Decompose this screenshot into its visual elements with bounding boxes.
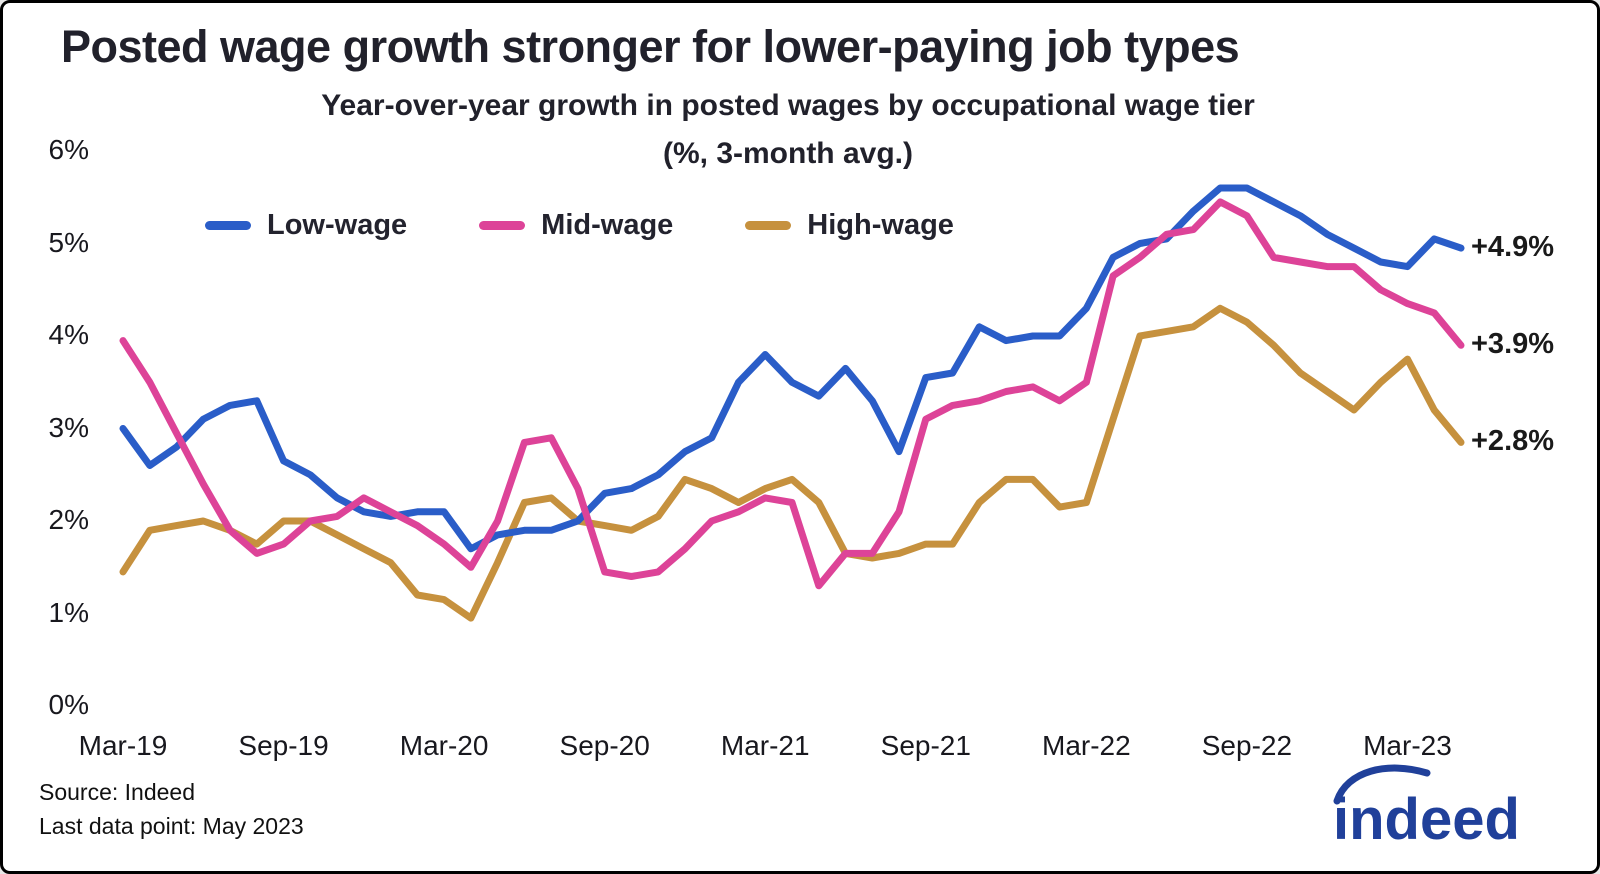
end-label-mid-wage: +3.9% (1471, 328, 1555, 361)
last-data-point-text: Last data point: May 2023 (39, 813, 304, 839)
legend-label-low-wage: Low-wage (267, 209, 408, 241)
y-axis-label-6: 6% (48, 134, 89, 165)
end-label-high-wage: +2.8% (1471, 425, 1555, 458)
mid-wage-swatch-icon (479, 221, 526, 230)
end-label-low-wage: +4.9% (1471, 231, 1555, 264)
legend-label-high-wage: High-wage (807, 209, 954, 241)
chart-subtitle-line2: (%, 3-month avg.) (662, 137, 913, 170)
legend: Low-wage Mid-wage High-wage (205, 209, 954, 242)
legend-item-high-wage: High-wage (745, 209, 954, 242)
y-axis-label-0: 0% (48, 689, 89, 720)
indeed-logo-swoosh-icon (1333, 764, 1431, 805)
y-axis-label-2: 2% (48, 504, 89, 535)
x-axis-label-mar-21: Mar-21 (720, 730, 810, 761)
low-wage-swatch-icon (205, 221, 251, 230)
source-text: Source: Indeed (39, 779, 196, 805)
y-axis-label-3: 3% (48, 411, 89, 443)
y-axis-label-1: 1% (48, 596, 89, 628)
line-chart-plot-area (119, 184, 1465, 622)
line-high-wage (119, 304, 1465, 622)
legend-label-mid-wage: Mid-wage (541, 209, 674, 241)
legend-item-low-wage: Low-wage (205, 209, 407, 242)
x-axis-label-mar-19: Mar-19 (78, 730, 168, 761)
x-axis-label-sep-21: Sep-21 (880, 730, 971, 761)
y-axis-label-5: 5% (48, 226, 89, 258)
line-mid-wage (119, 198, 1465, 590)
x-axis-label-mar-23: Mar-23 (1363, 730, 1452, 761)
y-axis-label-4: 4% (48, 319, 89, 350)
x-axis-label-sep-22: Sep-22 (1201, 730, 1293, 761)
line-low-wage (119, 184, 1465, 553)
indeed-logo: indeed (1333, 764, 1520, 852)
chart-subtitle-line1: Year-over-year growth in posted wages by… (321, 89, 1255, 122)
indeed-logo-text: indeed (1333, 787, 1520, 852)
x-axis-label-mar-20: Mar-20 (399, 730, 489, 761)
x-axis-label-sep-19: Sep-19 (238, 730, 329, 761)
legend-item-mid-wage: Mid-wage (479, 209, 673, 242)
x-axis-label-mar-22: Mar-22 (1042, 730, 1131, 761)
x-axis-label-sep-20: Sep-20 (559, 730, 650, 761)
high-wage-swatch-icon (745, 221, 792, 230)
chart-title: Posted wage growth stronger for lower-pa… (61, 21, 1240, 72)
